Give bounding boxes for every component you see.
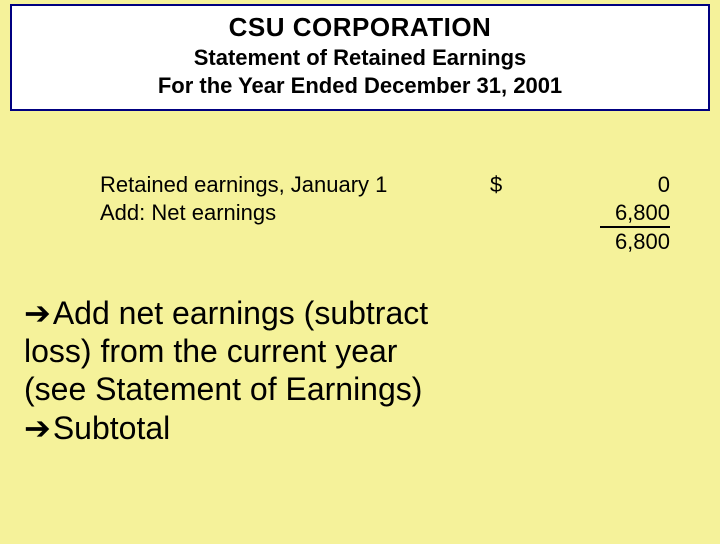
subtotal-amount: 6,800 <box>615 229 670 254</box>
row-label: Add: Net earnings <box>100 199 460 227</box>
bullet-text: loss) from the current year <box>24 332 696 370</box>
currency-symbol: $ <box>490 171 502 199</box>
earnings-table: Retained earnings, January 1 Add: Net ea… <box>100 171 680 256</box>
value-row: 6,800 <box>490 199 670 229</box>
statement-name: Statement of Retained Earnings <box>20 45 700 71</box>
bullet-text: (see Statement of Earnings) <box>24 370 696 408</box>
value-amount: 6,800 <box>600 199 670 229</box>
period-line: For the Year Ended December 31, 2001 <box>20 73 700 99</box>
bullet-arrow-icon: ➔ <box>24 294 51 332</box>
bullet-notes: ➔Add net earnings (subtract loss) from t… <box>24 294 696 448</box>
row-label: Retained earnings, January 1 <box>100 171 460 199</box>
value-row: $ 0 <box>490 171 670 199</box>
bullet-item: ➔Subtotal <box>24 409 696 447</box>
bullet-text: Subtotal <box>53 410 170 446</box>
bullet-arrow-icon: ➔ <box>24 409 51 447</box>
bullet-text: Add net earnings (subtract <box>53 295 428 331</box>
company-title: CSU CORPORATION <box>20 12 700 43</box>
values-column: $ 0 6,800 6,800 <box>490 171 670 256</box>
bullet-item: ➔Add net earnings (subtract <box>24 294 696 332</box>
subtotal-row: 6,800 <box>530 228 670 256</box>
value-amount: 0 <box>600 171 670 199</box>
statement-header: CSU CORPORATION Statement of Retained Ea… <box>10 4 710 111</box>
labels-column: Retained earnings, January 1 Add: Net ea… <box>100 171 460 256</box>
